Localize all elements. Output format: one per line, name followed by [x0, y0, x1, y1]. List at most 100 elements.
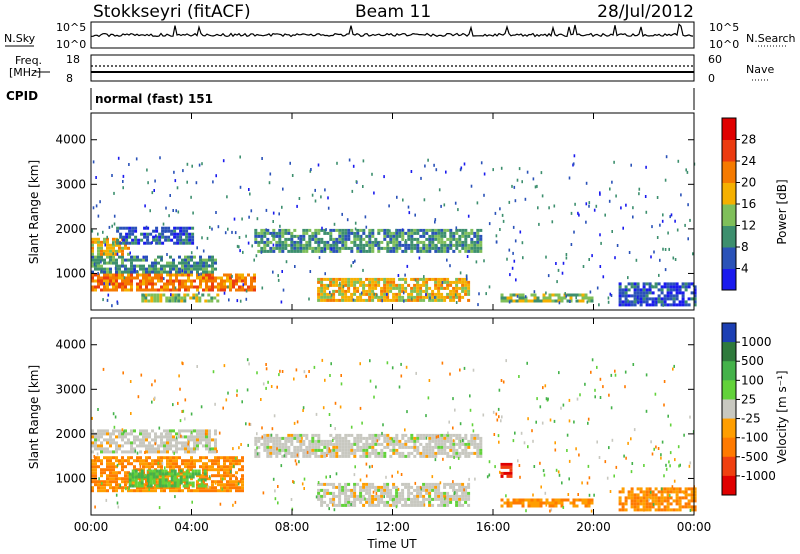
velocity-cell: [335, 454, 339, 458]
power-cell: [160, 288, 163, 292]
power-cell: [94, 273, 97, 277]
velocity-cell: [211, 489, 214, 493]
power-cell: [207, 299, 211, 303]
velocity-cell: [419, 451, 423, 455]
velocity-cell: [190, 430, 193, 434]
velocity-cell: [193, 489, 196, 493]
velocity-cell: [678, 505, 682, 509]
velocity-cell: [311, 442, 315, 446]
power-cell: [418, 256, 421, 260]
velocity-cell: [142, 489, 145, 493]
velocity-cell: [395, 442, 399, 446]
power-cell: [657, 300, 661, 304]
power-cell: [326, 243, 330, 247]
velocity-cell: [175, 438, 178, 442]
noise-left-tick-top: 10^5: [56, 21, 86, 34]
power-cell: [548, 299, 552, 303]
velocity-cell: [314, 451, 318, 455]
power-cell: [130, 270, 133, 274]
power-cell: [377, 283, 381, 287]
velocity-cell: [199, 474, 202, 478]
velocity-cell: [458, 445, 462, 449]
velocity-cell: [561, 481, 563, 485]
power-cell: [660, 303, 664, 307]
velocity-cell: [190, 456, 193, 460]
power-cell: [570, 243, 573, 246]
power-cell: [398, 289, 402, 293]
velocity-cell: [115, 429, 118, 433]
velocity-cell: [464, 488, 468, 492]
velocity-cell: [261, 435, 264, 439]
power-cell: [618, 294, 622, 298]
velocity-cell: [278, 439, 282, 443]
power-cell: [338, 292, 342, 296]
velocity-cell: [208, 459, 211, 463]
velocity-cell: [214, 486, 217, 490]
velocity-cell: [317, 433, 321, 437]
power-cell: [172, 261, 175, 265]
power-cell: [220, 279, 223, 283]
power-cell: [428, 237, 432, 241]
velocity-cell: [452, 451, 456, 455]
power-cell: [325, 228, 327, 232]
power-cell: [633, 303, 637, 307]
freq-left-tick-top: 18: [66, 53, 80, 66]
power-cell: [341, 212, 343, 216]
power-cell: [437, 286, 441, 290]
power-cell: [153, 299, 157, 303]
power-cell: [153, 296, 157, 300]
power-cell: [341, 228, 345, 232]
power-cell: [220, 276, 223, 280]
velocity-cell: [440, 497, 444, 501]
velocity-cell: [365, 485, 369, 489]
power-cell: [281, 231, 285, 235]
power-cell: [407, 234, 411, 238]
velocity-cell: [578, 453, 580, 457]
velocity-cell: [401, 494, 405, 498]
power-cell: [342, 285, 345, 289]
power-cell: [94, 267, 97, 271]
velocity-cell: [503, 462, 507, 466]
velocity-cell: [131, 478, 135, 482]
power-cell: [630, 285, 634, 289]
velocity-cell: [683, 491, 685, 495]
velocity-cell: [467, 494, 471, 498]
power-cell: [434, 295, 436, 299]
velocity-cell: [405, 365, 408, 369]
power-cell: [344, 277, 348, 281]
power-cell: [124, 282, 127, 286]
power-cell: [434, 237, 438, 241]
velocity-cell: [666, 490, 670, 494]
power-cell: [413, 298, 417, 302]
velocity-cell: [473, 451, 477, 455]
power-cell: [281, 240, 285, 244]
power-cell: [353, 298, 357, 302]
velocity-cell: [128, 487, 130, 491]
velocity-cell: [669, 508, 673, 512]
velocity-cell: [191, 469, 195, 473]
velocity-cell: [434, 497, 438, 501]
velocity-cell: [226, 474, 229, 478]
power-cell: [178, 288, 181, 292]
velocity-cell: [180, 434, 182, 438]
velocity-cell: [643, 464, 645, 467]
power-cell: [284, 237, 288, 241]
velocity-cell: [446, 439, 450, 443]
power-cell: [311, 231, 315, 235]
power-cell: [392, 237, 396, 241]
power-cell: [206, 236, 209, 240]
power-cell: [127, 252, 130, 256]
velocity-cell: [172, 489, 175, 493]
power-cell: [115, 279, 118, 283]
velocity-cell: [94, 438, 97, 442]
power-cell: [476, 243, 480, 247]
velocity-cell: [495, 412, 498, 416]
velocity-cell: [464, 442, 468, 446]
velocity-cell: [146, 475, 150, 479]
power-cell: [320, 240, 324, 244]
velocity-cell: [338, 503, 342, 507]
power-cell: [368, 237, 372, 241]
velocity-cell: [449, 466, 451, 470]
power-cell: [425, 237, 429, 241]
power-y-tick-label: 4000: [55, 133, 86, 147]
